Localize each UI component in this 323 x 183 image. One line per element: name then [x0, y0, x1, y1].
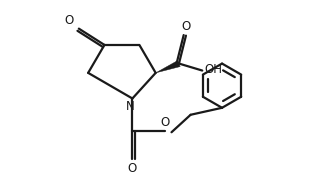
Text: O: O — [181, 20, 191, 33]
Text: N: N — [126, 100, 135, 113]
Text: O: O — [160, 116, 170, 129]
Text: O: O — [128, 162, 137, 175]
Polygon shape — [156, 61, 180, 73]
Text: OH: OH — [204, 63, 222, 76]
Text: O: O — [65, 14, 74, 27]
